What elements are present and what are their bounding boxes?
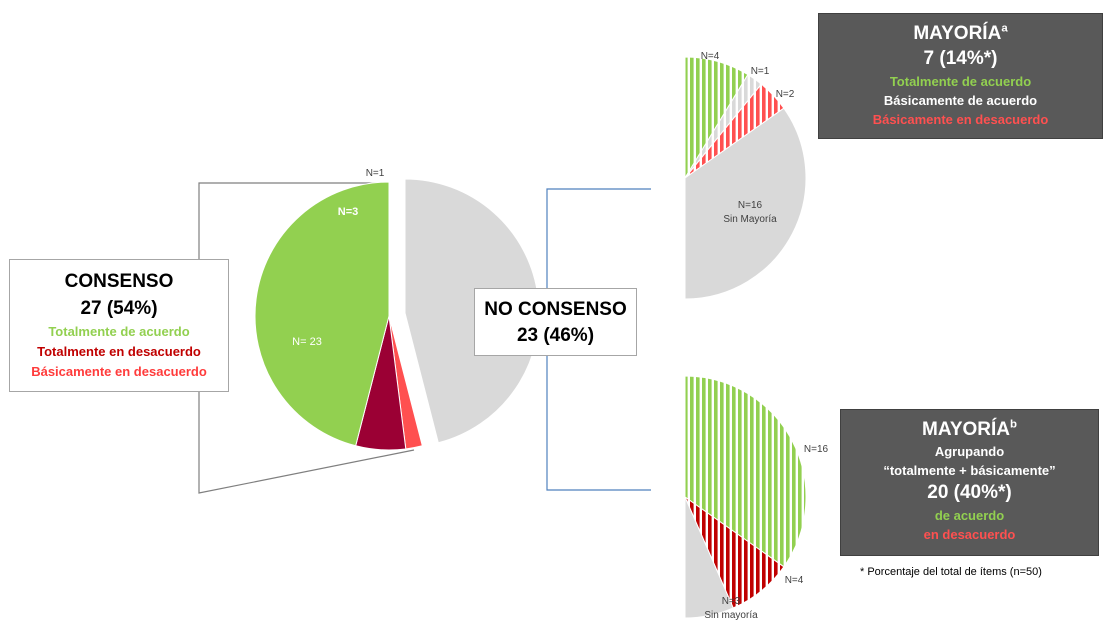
footnote: * Porcentaje del total de ítems (n=50) <box>860 566 1042 578</box>
label-a-n16: N=16 <box>738 200 763 211</box>
mayoria-a-sup: a <box>1001 22 1008 35</box>
label-a-n2: N=2 <box>776 89 795 100</box>
pie-a-slice-3 <box>684 107 807 300</box>
mayoria-b-count: 20 (40%*) <box>927 482 1012 503</box>
no-consenso-title: NO CONSENSO <box>484 299 627 320</box>
no-consenso-count: 23 (46%) <box>516 325 595 346</box>
consenso-title: CONSENSO <box>64 271 174 292</box>
no-consenso-box: NO CONSENSO 23 (46%) <box>474 288 637 356</box>
mayoria-a-line-basicamente-desacuerdo: Básicamente en desacuerdo <box>872 112 1049 127</box>
mayoria-a-title-text: MAYORÍA <box>913 23 1002 44</box>
consenso-box: CONSENSO 27 (54%) Totalmente de acuerdo … <box>9 259 229 392</box>
pie-mayoria-a <box>684 56 807 300</box>
label-b-n16: N=16 <box>804 444 829 455</box>
mayoria-b-totalmente-basicamente: “totalmente + básicamente” <box>883 463 1056 478</box>
label-main-n23: N= 23 <box>292 336 322 348</box>
label-main-n3: N=3 <box>338 206 359 218</box>
mayoria-b-line-en-desacuerdo: en desacuerdo <box>923 527 1016 542</box>
consenso-line-totalmente-desacuerdo: Totalmente en desacuerdo <box>37 344 201 359</box>
label-b-n4: N=4 <box>785 575 804 586</box>
pie-b-slice-2 <box>684 496 734 619</box>
label-b-n3: N=3 <box>722 596 741 607</box>
mayoria-a-box: MAYORÍAa 7 (14%*) Totalmente de acuerdo … <box>818 13 1103 139</box>
pie-main-slice-2 <box>254 181 390 447</box>
mayoria-b-agrupando: Agrupando <box>934 444 1005 459</box>
label-a-n1: N=1 <box>751 66 770 77</box>
mayoria-a-line-basicamente-acuerdo: Básicamente de acuerdo <box>883 93 1038 108</box>
pie-main <box>254 178 540 451</box>
mayoria-b-title-text: MAYORÍA <box>922 419 1010 440</box>
label-b-sin-mayoria: Sin mayoría <box>704 610 758 621</box>
consenso-line-basicamente-desacuerdo: Básicamente en desacuerdo <box>31 364 207 379</box>
pie-b-slice-0 <box>684 375 807 568</box>
label-a-n4: N=4 <box>701 51 720 62</box>
consenso-count: 27 (54%) <box>80 298 158 319</box>
mayoria-b-box: MAYORÍAb Agrupando “totalmente + básicam… <box>840 409 1099 556</box>
mayoria-b-sup: b <box>1010 418 1017 431</box>
label-main-n1: N=1 <box>366 168 385 179</box>
mayoria-b-title: MAYORÍAb <box>841 418 1098 442</box>
mayoria-a-title: MAYORÍAa <box>819 22 1102 46</box>
mayoria-b-line-de-acuerdo: de acuerdo <box>934 508 1005 523</box>
mayoria-a-line-totalmente-acuerdo: Totalmente de acuerdo <box>889 74 1032 89</box>
pie-mayoria-b <box>683 375 807 619</box>
label-a-sin-mayoria: Sin Mayoría <box>723 214 777 225</box>
consenso-line-totalmente-acuerdo: Totalmente de acuerdo <box>48 324 190 339</box>
mayoria-a-count: 7 (14%*) <box>923 48 998 69</box>
